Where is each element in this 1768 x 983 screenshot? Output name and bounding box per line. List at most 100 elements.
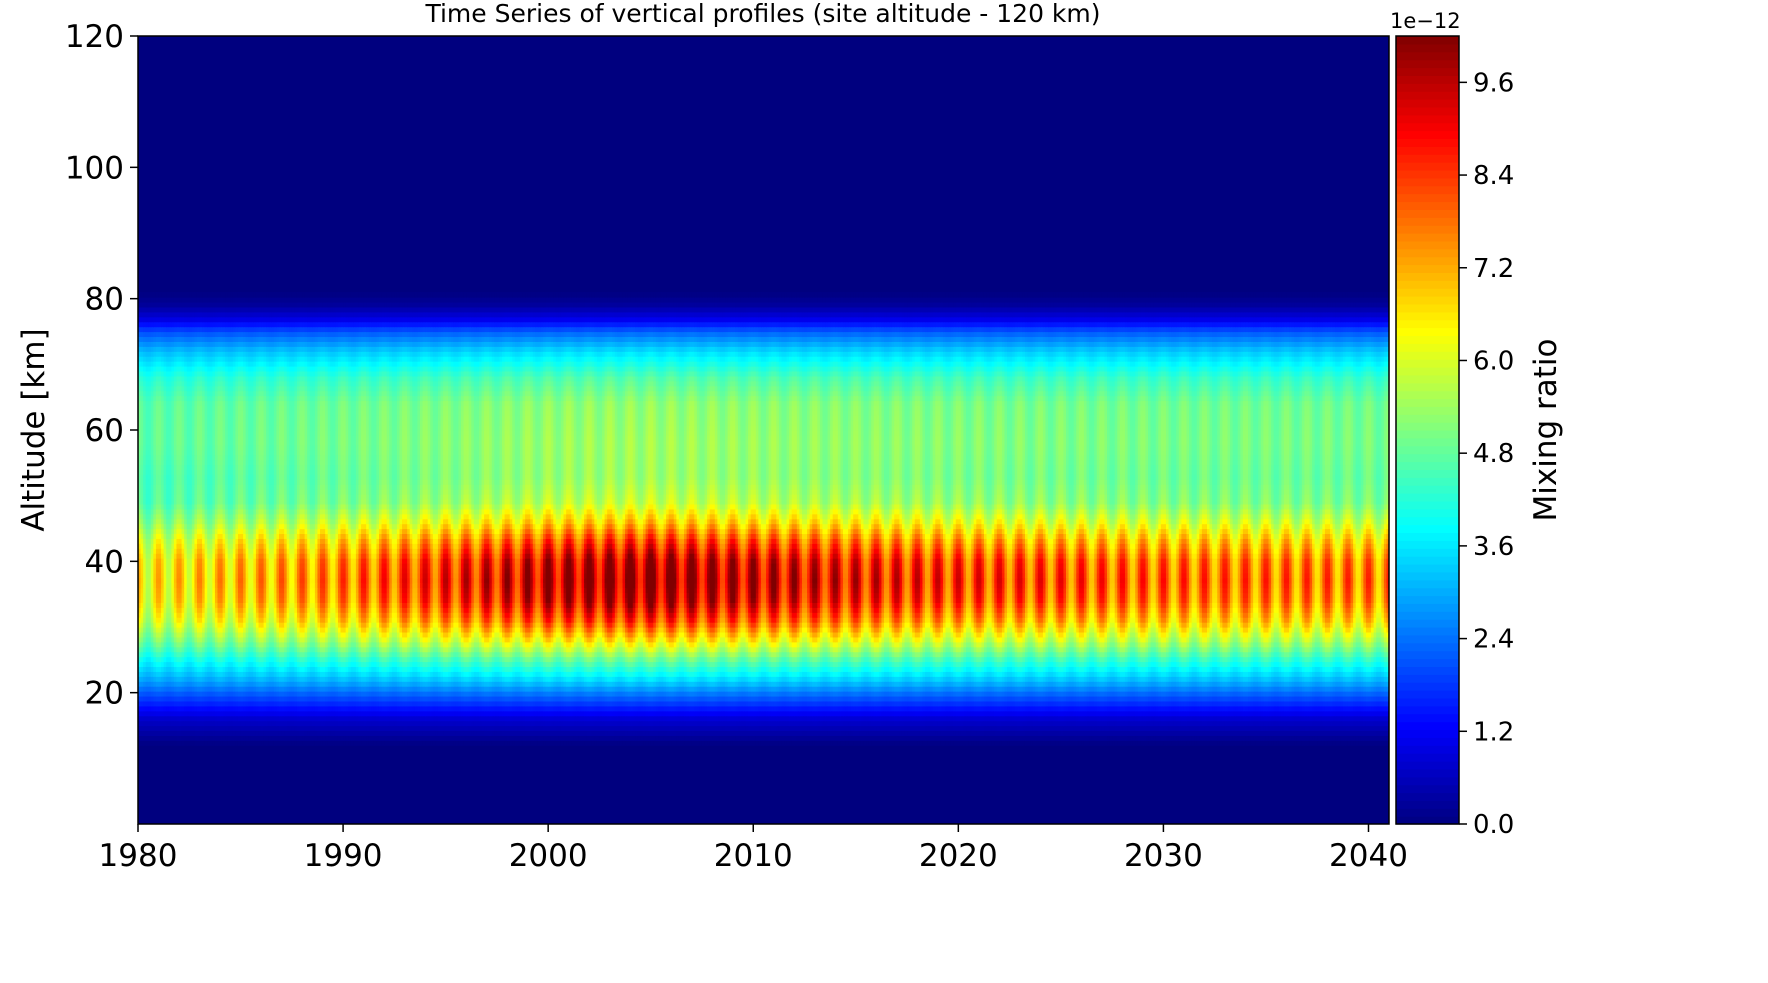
heatmap-cell (1042, 740, 1047, 746)
heatmap-cell (1076, 730, 1080, 736)
heatmap-cell (481, 740, 485, 746)
heatmap-cell (791, 740, 795, 746)
heatmap-cell (212, 730, 216, 736)
heatmap-cell (1022, 735, 1026, 741)
heatmap-cell (604, 725, 608, 732)
heatmap-cell (1142, 735, 1147, 741)
heatmap-cell (958, 740, 962, 746)
heatmap-cell (1094, 740, 1098, 746)
heatmap-cell (258, 735, 262, 741)
heatmap-cell (1317, 740, 1321, 746)
heatmap-cell (563, 730, 567, 736)
heatmap-cell (630, 735, 634, 741)
heatmap-cell (1030, 735, 1034, 741)
heatmap-cell (917, 740, 921, 746)
heatmap-cell (1030, 740, 1034, 746)
heatmap-cell (1335, 735, 1339, 741)
heatmap-cell (1009, 735, 1013, 741)
heatmap-cell (942, 735, 947, 741)
heatmap-cell (602, 735, 606, 741)
heatmap-cell (589, 730, 593, 736)
heatmap-cell (725, 740, 729, 746)
heatmap-cell (673, 735, 677, 741)
heatmap-cell (581, 725, 585, 732)
heatmap-cell (468, 730, 472, 736)
heatmap-cell (1289, 730, 1293, 736)
heatmap-cell (558, 730, 562, 736)
heatmap-cell (1260, 740, 1264, 746)
heatmap-cell (935, 735, 939, 741)
heatmap-cell (248, 735, 252, 741)
heatmap-cell (627, 725, 631, 732)
heatmap-cell (396, 725, 401, 732)
heatmap-cell (1017, 740, 1021, 746)
heatmap-cell (191, 725, 195, 732)
heatmap-cell (1199, 730, 1203, 736)
heatmap-cell (555, 730, 560, 736)
heatmap-cell (678, 730, 683, 736)
heatmap-cell (255, 730, 260, 736)
heatmap-cell (1045, 735, 1049, 741)
heatmap-cell (163, 740, 167, 746)
heatmap-cell (461, 725, 465, 732)
heatmap-cell (1230, 740, 1234, 746)
heatmap-cell (750, 730, 754, 736)
heatmap-cell (1199, 735, 1203, 741)
heatmap-cell (304, 740, 308, 746)
heatmap-cell (707, 740, 711, 746)
heatmap-cell (1222, 730, 1226, 736)
heatmap-cell (1245, 730, 1249, 736)
heatmap-cell (484, 725, 488, 732)
heatmap-cell (312, 725, 316, 732)
heatmap-cell (848, 740, 852, 746)
heatmap-cell (181, 730, 185, 736)
heatmap-cell (381, 740, 385, 746)
heatmap-cell (1001, 735, 1006, 741)
heatmap-cell (286, 730, 290, 736)
heatmap-cell (804, 730, 808, 736)
heatmap-cell (532, 730, 536, 736)
heatmap-cell (1163, 730, 1167, 736)
heatmap-cell (763, 740, 767, 746)
heatmap-cell (768, 730, 772, 736)
heatmap-cell (766, 740, 770, 746)
heatmap-cell (314, 740, 319, 746)
heatmap-cell (1360, 735, 1364, 741)
heatmap-cell (461, 730, 465, 736)
heatmap-cell (1117, 730, 1121, 736)
heatmap-cell (337, 740, 342, 746)
heatmap-cell (1355, 735, 1359, 741)
heatmap-cell (176, 725, 180, 732)
heatmap-cell (389, 725, 393, 732)
heatmap-cell (1378, 740, 1382, 746)
heatmap-cell (748, 740, 752, 746)
heatmap-cell (1132, 740, 1136, 746)
heatmap-cell (199, 725, 203, 732)
heatmap-cell (1312, 740, 1316, 746)
heatmap-cell (753, 735, 757, 741)
heatmap-cell (209, 735, 213, 741)
heatmap-cell (553, 740, 557, 746)
heatmap-cell (1089, 735, 1093, 741)
heatmap-cell (1076, 735, 1080, 741)
heatmap-cell (527, 730, 531, 736)
heatmap-cell (1130, 735, 1134, 741)
heatmap-cell (789, 740, 793, 746)
heatmap-cell (1230, 735, 1234, 741)
heatmap-cell (496, 725, 501, 732)
heatmap-cell (384, 730, 388, 736)
heatmap-cell (1212, 740, 1216, 746)
heatmap-cell (402, 740, 406, 746)
heatmap-cell (1386, 735, 1389, 741)
heatmap-cell (986, 735, 990, 741)
heatmap-cell (1119, 740, 1123, 746)
heatmap-cell (161, 730, 165, 736)
heatmap-cell (1024, 735, 1029, 741)
heatmap-cell (1299, 740, 1303, 746)
heatmap-cell (1137, 735, 1141, 741)
heatmap-cell (1073, 735, 1077, 741)
heatmap-cell (348, 735, 352, 741)
heatmap-cell (1301, 730, 1305, 736)
heatmap-cell (261, 735, 265, 741)
heatmap-cell (555, 725, 560, 732)
